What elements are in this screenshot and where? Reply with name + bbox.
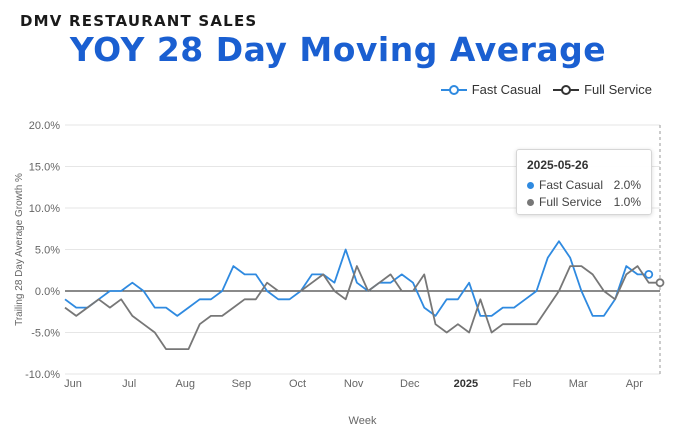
tooltip-dot-fast-casual [527, 181, 534, 189]
y-tick-label: 15.0% [29, 162, 60, 174]
page-title: YOY 28 Day Moving Average [69, 30, 607, 69]
tooltip-date: 2025-05-26 [527, 158, 589, 172]
y-tick-label: 5.0% [35, 245, 60, 257]
legend-label-full-service: Full Service [584, 82, 652, 97]
y-tick-label: 10.0% [29, 203, 60, 215]
legend-item-fast-casual[interactable]: Fast Casual [440, 82, 542, 97]
tooltip-name-full-service: Full Service [539, 195, 602, 209]
tooltip-value-full-service: 1.0% [613, 195, 641, 209]
x-tick-label: Nov [344, 378, 364, 390]
tooltip-row-fast-casual: Fast Casual 2.0% [527, 178, 641, 192]
y-tick-label: 20.0% [29, 120, 60, 132]
x-tick-label: Jun [64, 378, 82, 390]
legend-swatch-full-service [553, 84, 580, 95]
y-axis-title: Trailing 28 Day Average Growth % [14, 173, 25, 326]
tooltip-value-fast-casual: 2.0% [613, 178, 641, 192]
series-line-fast-casual [64, 240, 649, 317]
series-line-full-service [64, 265, 660, 351]
tooltip-name-fast-casual: Fast Casual [539, 178, 604, 192]
y-tick-label: 0.0% [35, 286, 60, 298]
tooltip-dot-full-service [527, 198, 534, 206]
chart-legend: Fast Casual Full Service [440, 82, 652, 97]
legend-swatch-fast-casual [440, 84, 467, 95]
chart-tooltip: 2025-05-26 Fast Casual 2.0% Full Service… [516, 149, 652, 215]
x-axis-title: Week [349, 415, 377, 427]
x-tick-label: Feb [513, 378, 532, 390]
hover-marker-full-service [655, 278, 665, 288]
legend-label-fast-casual: Fast Casual [471, 82, 542, 97]
x-tick-label: Mar [569, 378, 588, 390]
x-tick-label: Jul [122, 378, 136, 390]
hover-marker-fast-casual [644, 269, 654, 279]
x-tick-label: Oct [289, 378, 306, 390]
y-tick-label: -10.0% [25, 369, 60, 381]
x-tick-label: Sep [232, 378, 252, 390]
page-kicker: DMV RESTAURANT SALES [20, 12, 258, 30]
x-tick-label: Dec [400, 378, 420, 390]
x-tick-label: Aug [175, 378, 195, 390]
legend-item-full-service[interactable]: Full Service [553, 82, 652, 97]
x-tick-label: 2025 [454, 378, 478, 390]
x-tick-label: Apr [626, 378, 643, 390]
tooltip-row-full-service: Full Service 1.0% [527, 195, 641, 209]
y-tick-label: -5.0% [31, 328, 60, 340]
